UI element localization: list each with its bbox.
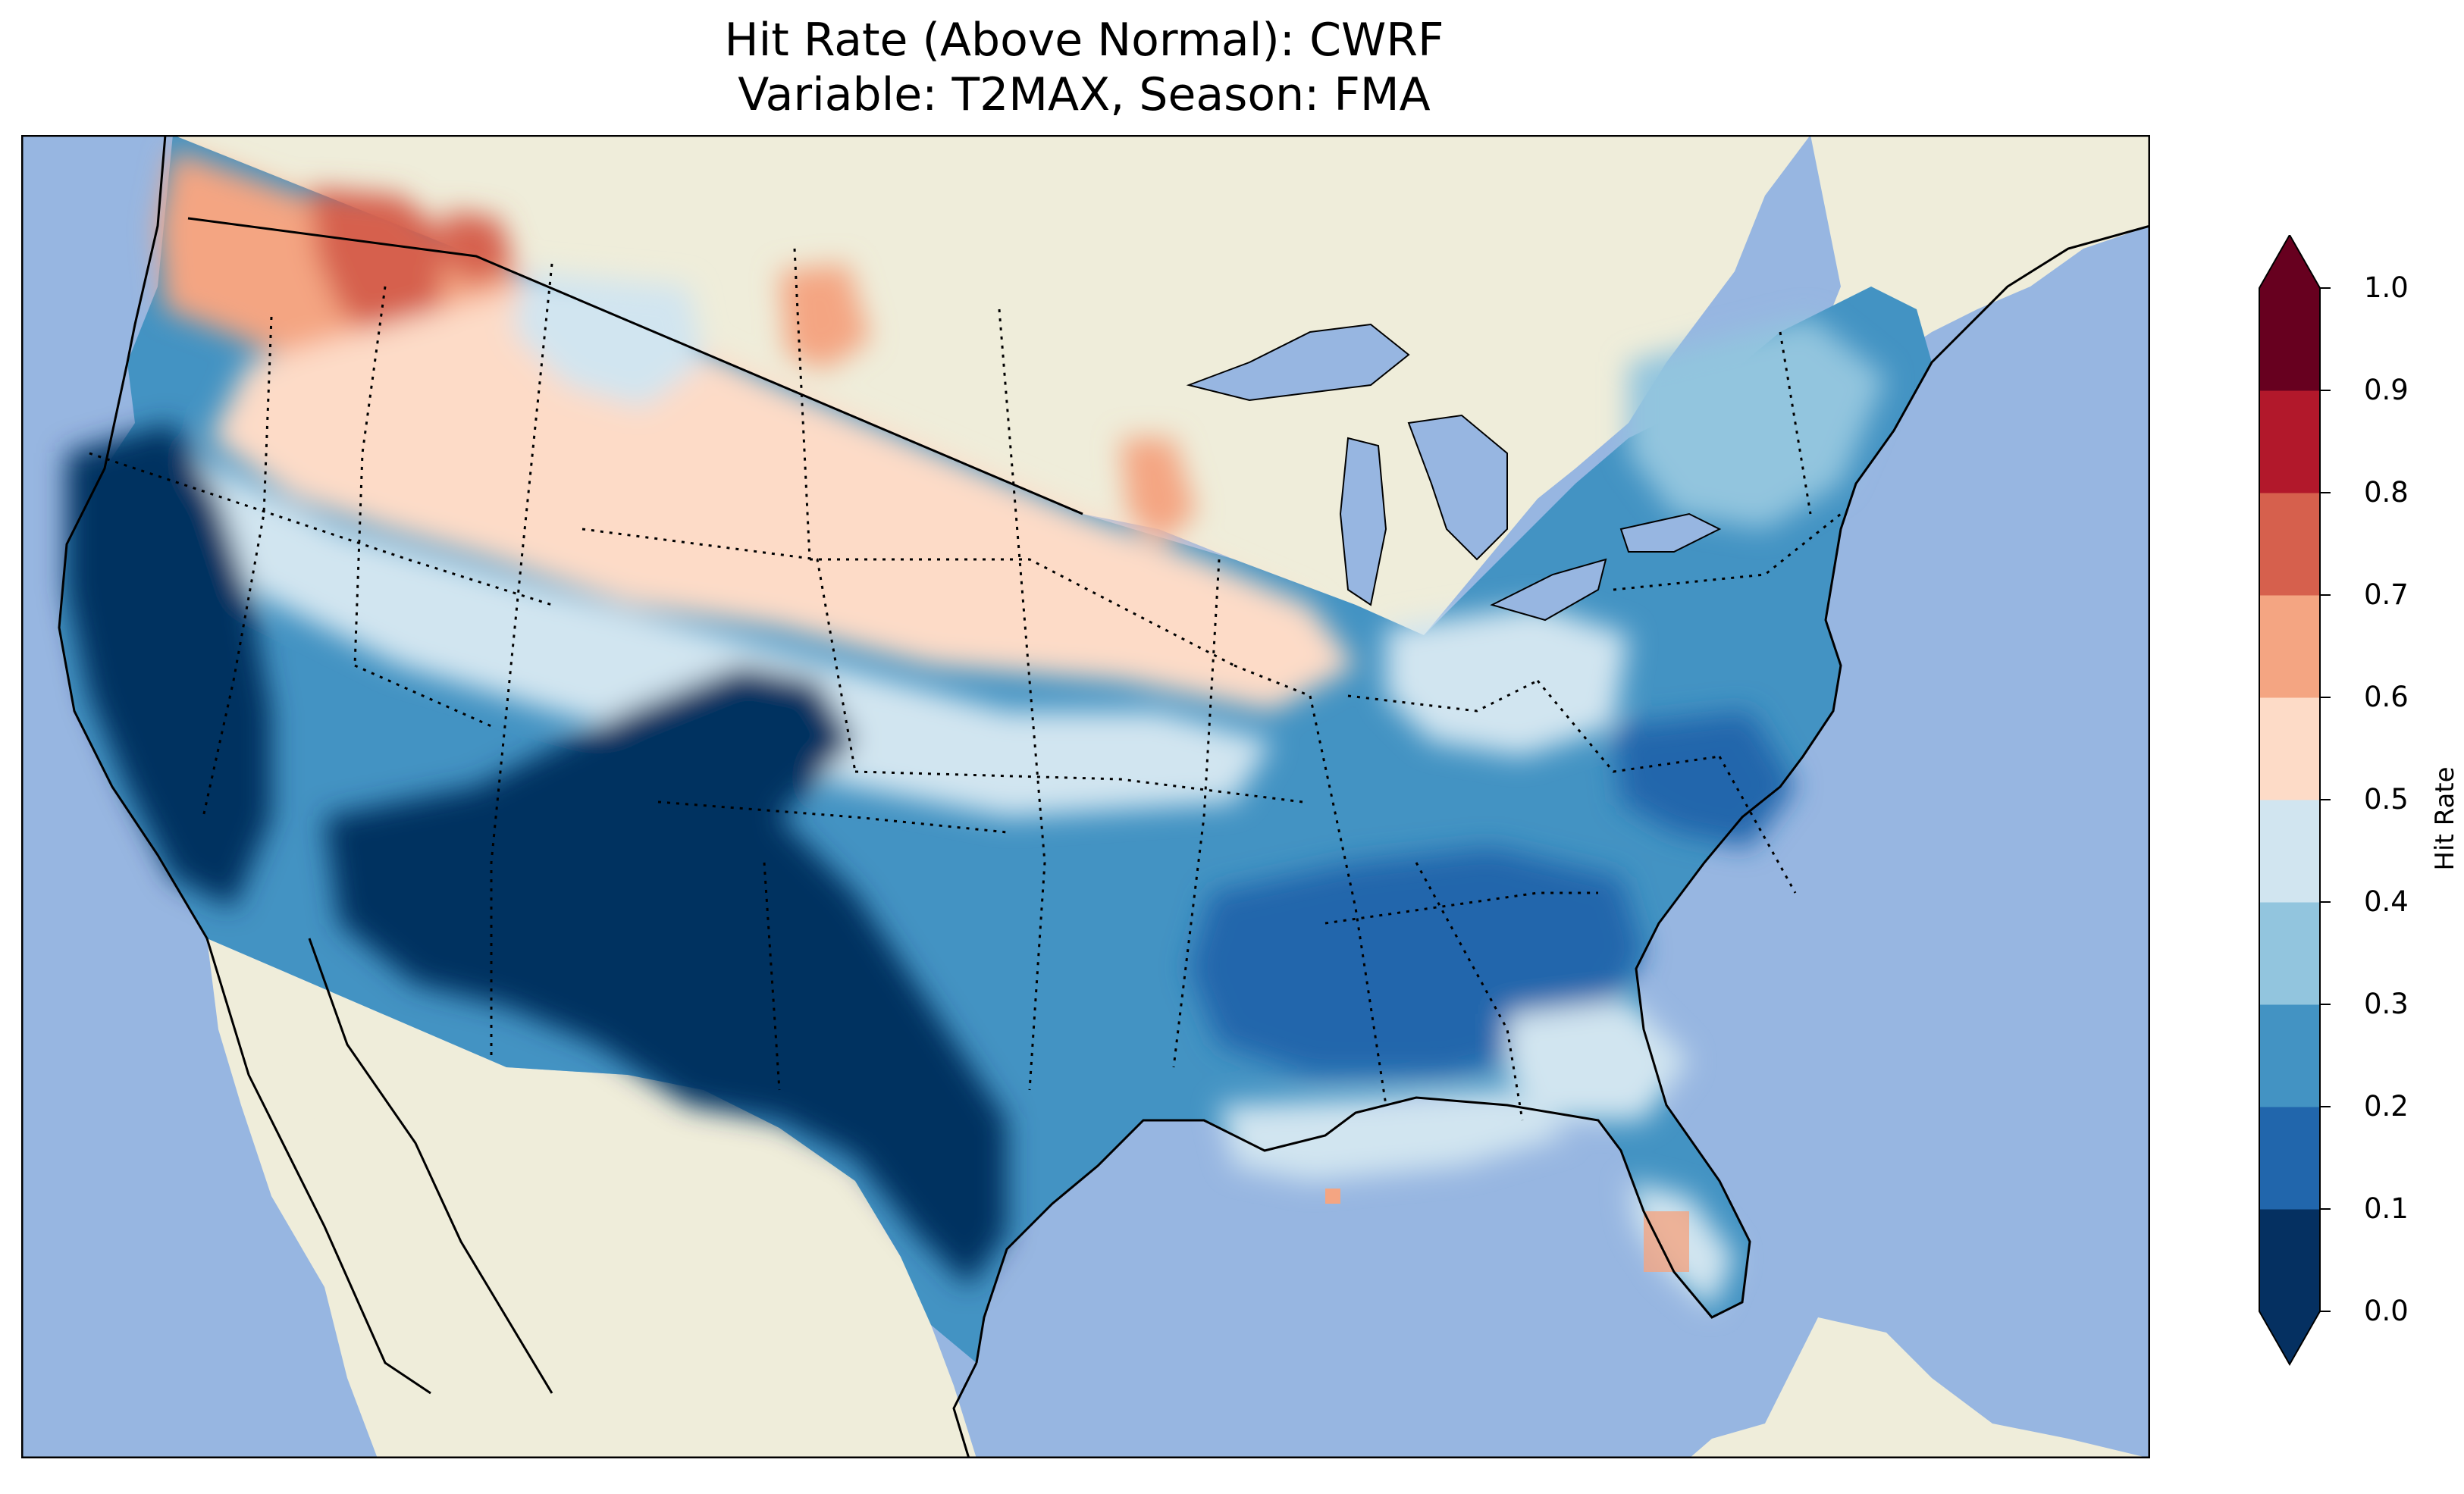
chart-title-line2: Variable: T2MAX, Season: FMA (738, 68, 1431, 121)
colorbar-segment (2259, 595, 2320, 698)
lake-michigan (1339, 437, 1387, 606)
patch-ohio-light (1386, 605, 1629, 756)
mexico-coast (308, 938, 553, 1394)
colorbar-tick-label: 0.5 (2364, 783, 2409, 816)
gulf-coast (975, 224, 2150, 1364)
colorbar-tick-label: 1.0 (2364, 271, 2409, 304)
colorbar-tick-label: 0.6 (2364, 681, 2409, 713)
colorbar-tick-label: 0.8 (2364, 476, 2409, 509)
patch-mt-light (514, 271, 704, 408)
colorbar-ticks (2320, 287, 2331, 1312)
bahamas-land (1833, 1359, 1871, 1386)
colorbar-tick-label: 0.3 (2364, 988, 2409, 1020)
colorbar-segment (2259, 493, 2320, 596)
patch-sfl-warm (1644, 1211, 1689, 1272)
colorbar (2259, 235, 2331, 1367)
lake-superior (1186, 323, 1410, 402)
colorbar-tick-label: 0.4 (2364, 885, 2409, 918)
baja-coast (205, 938, 431, 1395)
patch-gulf-pale (1219, 1090, 1568, 1181)
patch-nd-warm (779, 264, 870, 370)
cuba-land (1689, 1317, 2150, 1458)
patch-ca-dark (67, 423, 271, 908)
baja-land (207, 938, 431, 1408)
colorbar-tick-label: 0.0 (2364, 1295, 2409, 1327)
west-coast (58, 135, 208, 939)
colorbar-segment (2259, 288, 2320, 391)
chart-title-line1: Hit Rate (Above Normal): CWRF (724, 14, 1444, 67)
patch-wi-warm (1121, 438, 1196, 544)
colorbar-segment (2259, 800, 2320, 903)
canada-land (173, 135, 1810, 635)
colorbar-extend-min (2259, 1311, 2320, 1364)
patch-ne-light (1629, 317, 1886, 529)
colorbar-segment (2259, 1004, 2320, 1107)
gulf-mexico-coast (952, 1362, 978, 1458)
lake-ontario (1619, 512, 1722, 553)
colorbar-segment (2259, 390, 2320, 493)
colorbar-segments (2259, 235, 2321, 1367)
map-panel (21, 135, 2150, 1458)
patch-nw-hot (309, 188, 446, 347)
patch-plains-edge (173, 453, 1272, 817)
coastlines (58, 135, 2150, 1458)
colorbar-tick-label: 0.1 (2364, 1192, 2409, 1225)
colorbar-segment (2259, 1209, 2320, 1312)
patch-plains-pale (211, 279, 1356, 711)
colorbar-segment (2259, 697, 2320, 800)
colorbar-tick-label: 0.9 (2364, 374, 2409, 406)
patch-sw-dark (324, 666, 1007, 1287)
colorbar-segment (2259, 1107, 2320, 1210)
colorbar-segment (2259, 902, 2320, 1005)
colorbar-extend-max (2259, 235, 2320, 288)
colorbar-label: Hit Rate (2430, 766, 2460, 871)
patch-louisiana-warm (1325, 1189, 1340, 1204)
patch-nw-hot2 (446, 211, 514, 287)
colorbar-tick-label: 0.2 (2364, 1090, 2409, 1123)
hit-rate-field (59, 135, 1932, 1363)
state-borders (89, 248, 1842, 1121)
colorbar-tick-label: 0.7 (2364, 578, 2409, 611)
us-canada-border (187, 217, 1083, 515)
lake-huron (1407, 414, 1508, 561)
great-lakes (1186, 323, 1722, 622)
lake-erie (1490, 558, 1607, 622)
map-frame (21, 135, 2150, 1458)
